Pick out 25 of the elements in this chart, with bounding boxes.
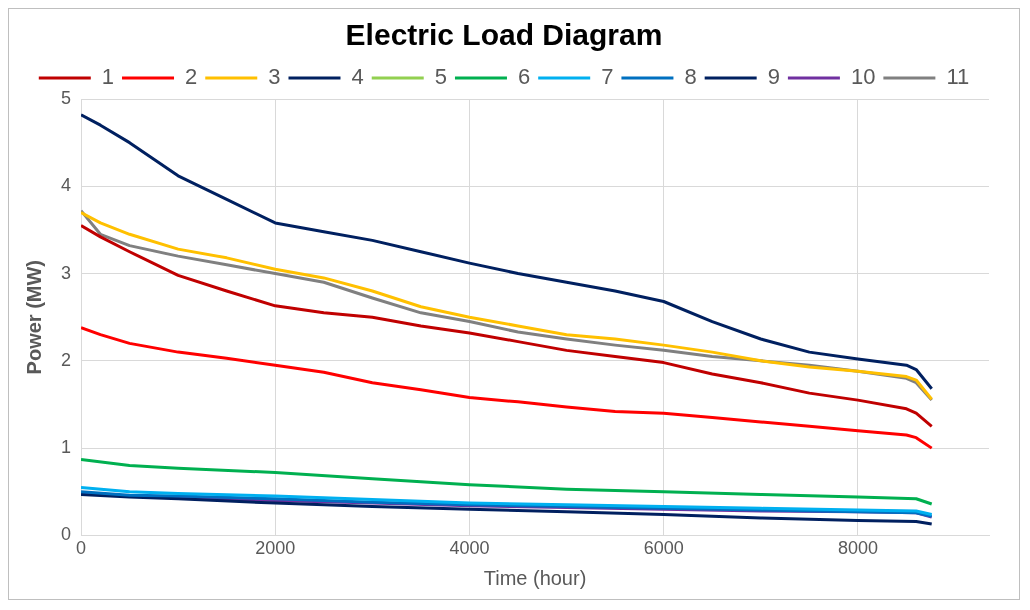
legend-label: 7: [601, 64, 614, 90]
legend-label: 6: [517, 64, 531, 90]
legend-label: 9: [767, 64, 780, 90]
x-tick-label: 4000: [449, 538, 490, 559]
y-tick-label: 3: [61, 262, 72, 283]
legend-label: 4: [351, 64, 364, 90]
x-tick-label: 0: [76, 538, 87, 559]
y-tick-label: 5: [61, 87, 72, 108]
x-tick-label: 2000: [255, 538, 296, 559]
legend-label: 8: [684, 64, 697, 90]
y-tick-label: 4: [61, 175, 72, 196]
legend-label: 10: [850, 64, 876, 90]
y-tick-label: 0: [61, 524, 72, 545]
legend-label: 5: [434, 64, 447, 90]
legend-label: 2: [185, 64, 198, 90]
x-tick-label: 6000: [643, 538, 684, 559]
legend-label: 3: [268, 64, 281, 90]
y-tick-label: 2: [61, 349, 72, 370]
legend-label: 1: [101, 64, 115, 90]
y-axis-title: Power (MW): [22, 259, 45, 375]
x-axis-title: Time (hour): [483, 566, 587, 589]
x-tick-label: 8000: [837, 538, 878, 559]
chart-title: Electric Load Diagram: [345, 18, 663, 52]
legend-label: 11: [946, 64, 970, 90]
y-tick-label: 1: [61, 437, 72, 458]
